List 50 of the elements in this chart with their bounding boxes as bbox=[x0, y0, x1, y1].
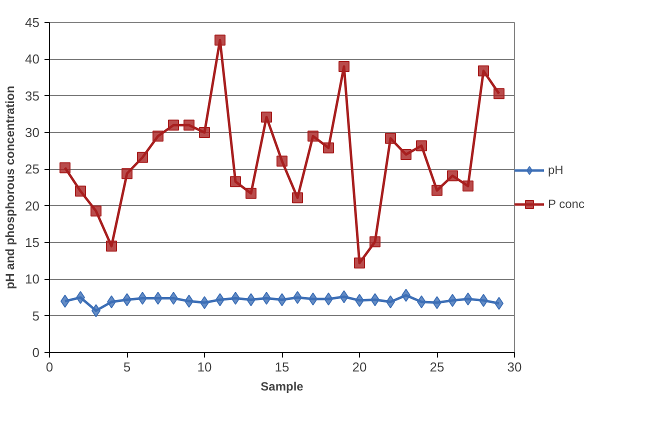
point bbox=[199, 127, 210, 138]
y-tick-label: 30 bbox=[25, 125, 40, 140]
point bbox=[214, 34, 226, 46]
point bbox=[60, 162, 70, 174]
point bbox=[122, 168, 132, 180]
point bbox=[75, 186, 86, 197]
point bbox=[292, 192, 303, 204]
point bbox=[494, 88, 504, 100]
x-tick-label: 0 bbox=[46, 360, 54, 374]
point bbox=[106, 240, 117, 252]
y-tick-label: 0 bbox=[32, 345, 40, 360]
point bbox=[432, 184, 442, 196]
point bbox=[261, 112, 272, 123]
point bbox=[385, 132, 396, 144]
point bbox=[338, 61, 350, 72]
point bbox=[354, 258, 365, 269]
point bbox=[416, 140, 427, 152]
x-tick-label: 30 bbox=[507, 360, 522, 374]
y-tick-label: 40 bbox=[25, 52, 40, 67]
point bbox=[246, 188, 256, 199]
point bbox=[230, 176, 241, 188]
point bbox=[370, 236, 380, 248]
point bbox=[447, 170, 458, 182]
point bbox=[323, 142, 334, 154]
legend-label: P conc bbox=[548, 197, 584, 211]
x-tick-label: 25 bbox=[430, 360, 444, 374]
point bbox=[478, 65, 489, 76]
y-tick-label: 25 bbox=[25, 162, 40, 177]
point bbox=[90, 205, 102, 216]
legend-label: pH bbox=[548, 163, 564, 177]
point bbox=[400, 149, 412, 160]
y-axis-title: pH and phosphorous concentration bbox=[3, 86, 18, 290]
x-tick-label: 5 bbox=[123, 360, 131, 374]
point bbox=[184, 120, 194, 131]
point bbox=[276, 156, 288, 167]
y-tick-label: 35 bbox=[25, 88, 40, 104]
point bbox=[152, 130, 164, 142]
y-tick-label: 45 bbox=[25, 15, 40, 30]
y-tick-label: 5 bbox=[32, 308, 40, 324]
x-tick-label: 15 bbox=[274, 360, 290, 374]
x-axis-title: Sample bbox=[260, 380, 304, 394]
point bbox=[137, 152, 148, 163]
point bbox=[168, 120, 179, 131]
x-tick-label: 10 bbox=[197, 360, 212, 374]
y-tick-label: 20 bbox=[25, 198, 40, 214]
y-tick-label: 15 bbox=[25, 235, 40, 250]
point bbox=[308, 130, 318, 142]
y-tick-label: 10 bbox=[25, 272, 40, 287]
x-tick-label: 20 bbox=[352, 360, 367, 374]
point bbox=[462, 180, 474, 192]
